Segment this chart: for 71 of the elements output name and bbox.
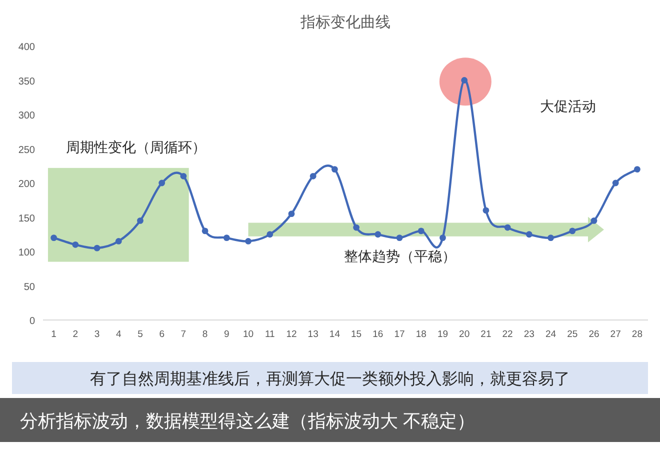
point xyxy=(590,217,598,224)
x-tick-label: 25 xyxy=(567,329,578,340)
annotation: 大促活动 xyxy=(540,98,596,114)
x-tick-label: 19 xyxy=(437,329,448,340)
text: 分析指标波动，数据模型得这么建（指标波动大 不稳定） xyxy=(20,411,476,431)
y-tick-label: 100 xyxy=(18,248,36,258)
y-tick-label: 350 xyxy=(18,76,36,88)
text: 有了自然周期基准线后，再测算大促一类额外投入影响，就更容易了 xyxy=(90,370,570,388)
annotation: 整体趋势（平稳） xyxy=(344,248,456,264)
point xyxy=(482,207,490,214)
y-tick-label: 150 xyxy=(18,213,36,224)
point xyxy=(223,234,230,241)
x-tick-label: 13 xyxy=(308,329,318,340)
point xyxy=(353,224,360,231)
x-tick-label: 6 xyxy=(159,329,164,340)
point xyxy=(461,77,468,84)
point xyxy=(440,234,446,241)
point xyxy=(288,210,295,218)
x-tick-label: 20 xyxy=(459,329,470,340)
point xyxy=(612,180,619,186)
x-tick-label: 18 xyxy=(416,329,426,340)
x-tick-label: 21 xyxy=(480,329,492,340)
point xyxy=(202,228,208,234)
point xyxy=(374,231,382,238)
point xyxy=(245,238,252,244)
point xyxy=(266,231,274,238)
x-tick-label: 3 xyxy=(94,329,100,340)
x-tick-label: 11 xyxy=(264,329,275,340)
point xyxy=(548,234,554,241)
x-tick-label: 27 xyxy=(610,329,621,340)
x-tick-label: 17 xyxy=(394,329,405,340)
x-tick-label: 7 xyxy=(180,329,186,340)
point xyxy=(569,228,576,234)
x-tick-label: 22 xyxy=(502,329,513,340)
x-tick-label: 15 xyxy=(351,329,362,340)
x-tick-label: 12 xyxy=(286,329,297,340)
x-tick-label: 24 xyxy=(545,329,556,340)
y-tick-label: 200 xyxy=(18,179,36,190)
point xyxy=(504,224,511,231)
point xyxy=(115,238,122,244)
point xyxy=(72,241,79,248)
y-tick-label: 50 xyxy=(24,282,36,293)
point xyxy=(50,234,58,241)
point xyxy=(310,172,316,180)
x-tick-label: 8 xyxy=(202,329,208,340)
x-tick-label: 23 xyxy=(524,329,534,340)
x-tick-label: 9 xyxy=(224,329,230,340)
x-tick-label: 26 xyxy=(588,329,600,340)
chart-title: 指标变化曲线 xyxy=(300,14,390,31)
x-tick-label: 1 xyxy=(51,329,56,340)
point xyxy=(94,244,100,252)
point xyxy=(331,166,338,172)
x-tick-label: 2 xyxy=(72,329,78,340)
point xyxy=(158,180,166,186)
y-tick-label: 250 xyxy=(18,144,36,156)
point xyxy=(418,228,424,234)
x-tick-label: 16 xyxy=(372,329,384,340)
x-tick-label: 5 xyxy=(138,329,143,340)
y-tick-label: 400 xyxy=(18,42,36,53)
point xyxy=(634,166,640,172)
point xyxy=(396,234,403,241)
annotation: 周期性变化（周循环） xyxy=(66,139,206,155)
y-tick-label: 0 xyxy=(29,316,36,327)
x-tick-label: 10 xyxy=(242,329,254,340)
x-tick-label: 4 xyxy=(116,329,122,340)
point xyxy=(180,172,187,180)
point xyxy=(526,231,532,238)
x-tick-label: 28 xyxy=(632,329,642,340)
point xyxy=(137,217,144,224)
x-tick-label: 14 xyxy=(329,329,340,340)
y-tick-label: 300 xyxy=(18,110,36,122)
